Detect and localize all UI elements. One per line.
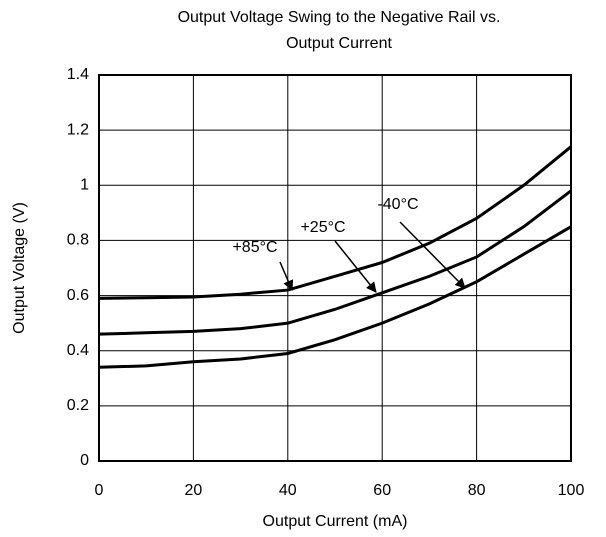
data-line xyxy=(98,225,572,369)
x-tick-label: 20 xyxy=(185,482,203,499)
data-line xyxy=(98,145,572,300)
y-tick-label: 0.4 xyxy=(67,342,89,359)
data-line xyxy=(98,189,572,336)
label-arrow xyxy=(399,221,466,289)
y-tick-label: 0 xyxy=(80,452,89,469)
chart-title: Output Voltage Swing to the Negative Rai… xyxy=(178,9,501,26)
y-tick-label: 1.2 xyxy=(67,121,89,138)
y-tick-label: 0.8 xyxy=(67,232,89,249)
plot-frame xyxy=(98,74,572,462)
x-axis-label: Output Current (mA) xyxy=(263,513,408,530)
x-tick-label: 100 xyxy=(558,482,585,499)
y-tick-label: 1.4 xyxy=(67,66,89,83)
y-tick-label: 0.6 xyxy=(67,287,89,304)
label-arrow xyxy=(334,240,377,293)
x-tick-label: 60 xyxy=(373,482,391,499)
label-arrow xyxy=(279,261,294,291)
series-label: +25°C xyxy=(300,219,345,236)
y-tick-label: 1 xyxy=(80,177,89,194)
y-axis-label: Output Voltage (V) xyxy=(11,202,28,334)
x-tick-label: 40 xyxy=(279,482,297,499)
x-tick-label: 0 xyxy=(95,482,104,499)
y-tick-label: 0.2 xyxy=(67,397,89,414)
series-label: -40°C xyxy=(377,196,418,213)
chart-title: Output Current xyxy=(286,35,392,52)
series-label: +85°C xyxy=(232,239,277,256)
x-tick-label: 80 xyxy=(468,482,486,499)
